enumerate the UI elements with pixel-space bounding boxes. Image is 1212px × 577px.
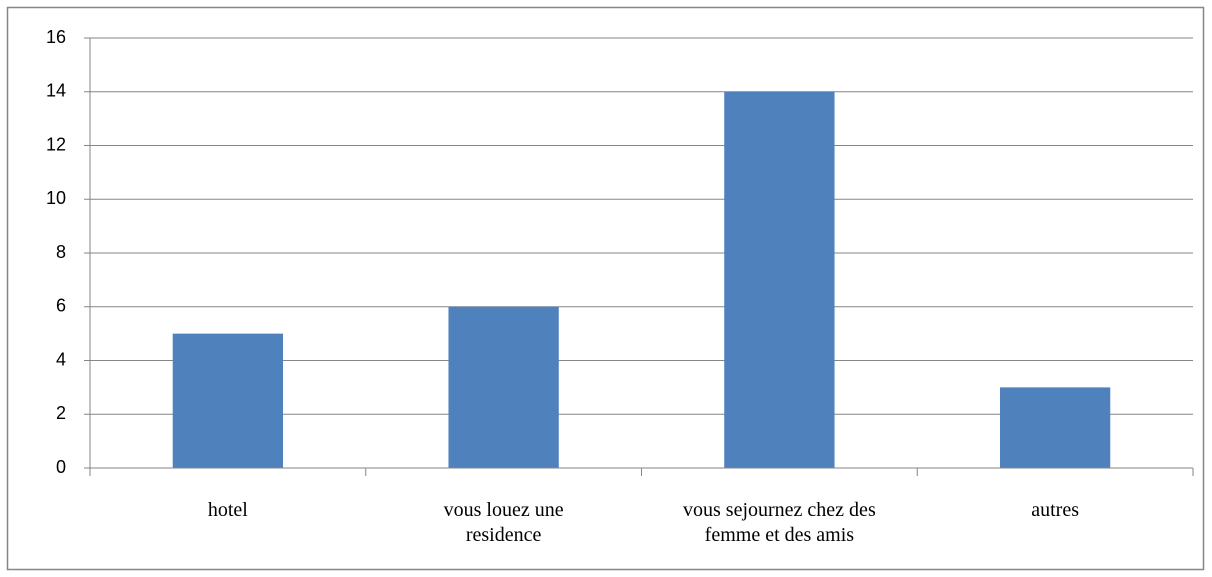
chart-border <box>6 6 1205 571</box>
x-tick-label: hotel <box>207 499 248 521</box>
y-tick-label: 4 <box>56 349 66 369</box>
y-tick-label: 10 <box>46 188 66 208</box>
y-tick-label: 8 <box>56 242 66 262</box>
x-tick-label-box: autres <box>1031 499 1079 521</box>
y-tick-label: 0 <box>56 457 66 477</box>
x-tick-label: vous sejournez chez des femme et des ami… <box>683 499 876 546</box>
bar <box>999 387 1111 468</box>
y-tick-label: 6 <box>56 296 66 316</box>
bar <box>724 91 835 468</box>
y-tick-label: 14 <box>46 81 66 101</box>
y-tick-label: 12 <box>46 134 66 154</box>
x-tick-label-box: hotel <box>207 499 248 521</box>
x-tick-label: vous louez une residence <box>443 499 564 546</box>
bar <box>448 306 559 468</box>
bar <box>172 333 284 468</box>
y-tick-label: 16 <box>46 27 66 47</box>
y-tick-label: 2 <box>56 403 66 423</box>
x-tick-label: autres <box>1031 499 1079 521</box>
x-tick-label-box: vous louez une residence <box>443 499 564 546</box>
x-tick-label-box: vous sejournez chez des femme et des ami… <box>683 499 876 546</box>
